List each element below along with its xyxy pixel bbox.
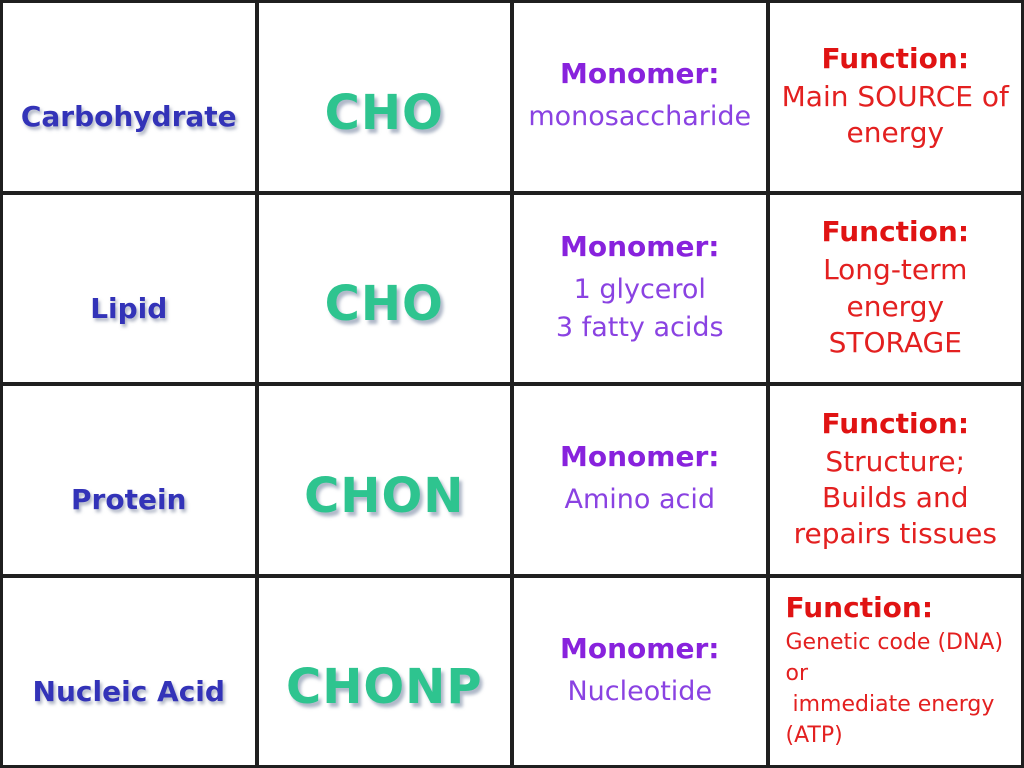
function-text-line: or: [785, 660, 809, 686]
cell-lipid-monomer: Monomer: 1 glycerol 3 fatty acids: [512, 192, 768, 384]
cell-lipid-function: Function: Long-term energy STORAGE: [767, 192, 1023, 384]
function-label: Function:: [821, 215, 970, 249]
monomer-text-line: Amino acid: [564, 484, 716, 516]
function-text-line: energy: [846, 116, 945, 150]
cell-lipid-name: Lipid: [1, 192, 257, 384]
function-label: Function:: [785, 591, 934, 625]
cell-lipid-formula: CHO: [256, 192, 512, 384]
chemical-formula: CHO: [324, 84, 444, 141]
macromolecule-name: Nucleic Acid: [32, 674, 225, 708]
monomer-text-line: 3 fatty acids: [555, 311, 724, 343]
chemical-formula: CHON: [304, 467, 465, 524]
monomer-text-line: 1 glycerol: [573, 273, 706, 305]
function-text-line: STORAGE: [828, 325, 962, 359]
cell-protein-monomer: Monomer: Amino acid: [512, 384, 768, 576]
function-text-line: immediate energy: [785, 691, 995, 717]
chemical-formula: CHONP: [285, 659, 483, 716]
function-text-line: Main SOURCE of: [781, 79, 1009, 113]
monomer-label: Monomer:: [560, 229, 720, 263]
monomer-label: Monomer:: [560, 57, 720, 91]
function-text-line: repairs tissues: [793, 517, 997, 551]
chemical-formula: CHO: [324, 276, 444, 333]
function-text-line: Genetic code (DNA): [785, 630, 1004, 656]
macromolecule-name: Protein: [71, 483, 187, 517]
cell-protein-name: Protein: [1, 384, 257, 576]
cell-carbohydrate-name: Carbohydrate: [1, 1, 257, 193]
function-label: Function:: [821, 41, 970, 75]
cell-carbohydrate-monomer: Monomer: monosaccharide: [512, 1, 768, 193]
cell-protein-function: Function: Structure; Builds and repairs …: [767, 384, 1023, 576]
monomer-label: Monomer:: [560, 631, 720, 665]
cell-nucleic-acid-formula: CHONP: [256, 575, 512, 767]
cell-carbohydrate-function: Function: Main SOURCE of energy: [767, 1, 1023, 193]
function-text-line: energy: [846, 289, 945, 323]
macromolecule-name: Carbohydrate: [20, 100, 237, 134]
cell-carbohydrate-formula: CHO: [256, 1, 512, 193]
cell-nucleic-acid-function: Function: Genetic code (DNA) or immediat…: [767, 575, 1023, 767]
monomer-text-line: monosaccharide: [528, 101, 752, 133]
monomer-text-line: Nucleotide: [567, 675, 713, 707]
monomer-label: Monomer:: [560, 440, 720, 474]
cell-nucleic-acid-name: Nucleic Acid: [1, 575, 257, 767]
function-label: Function:: [821, 406, 970, 440]
cell-protein-formula: CHON: [256, 384, 512, 576]
function-text-line: Long-term: [823, 253, 968, 287]
cell-nucleic-acid-monomer: Monomer: Nucleotide: [512, 575, 768, 767]
function-text-line: Structure;: [825, 444, 966, 478]
function-text-line: (ATP): [785, 722, 843, 748]
function-text-line: Builds and: [822, 481, 969, 515]
macromolecule-name: Lipid: [90, 291, 168, 325]
